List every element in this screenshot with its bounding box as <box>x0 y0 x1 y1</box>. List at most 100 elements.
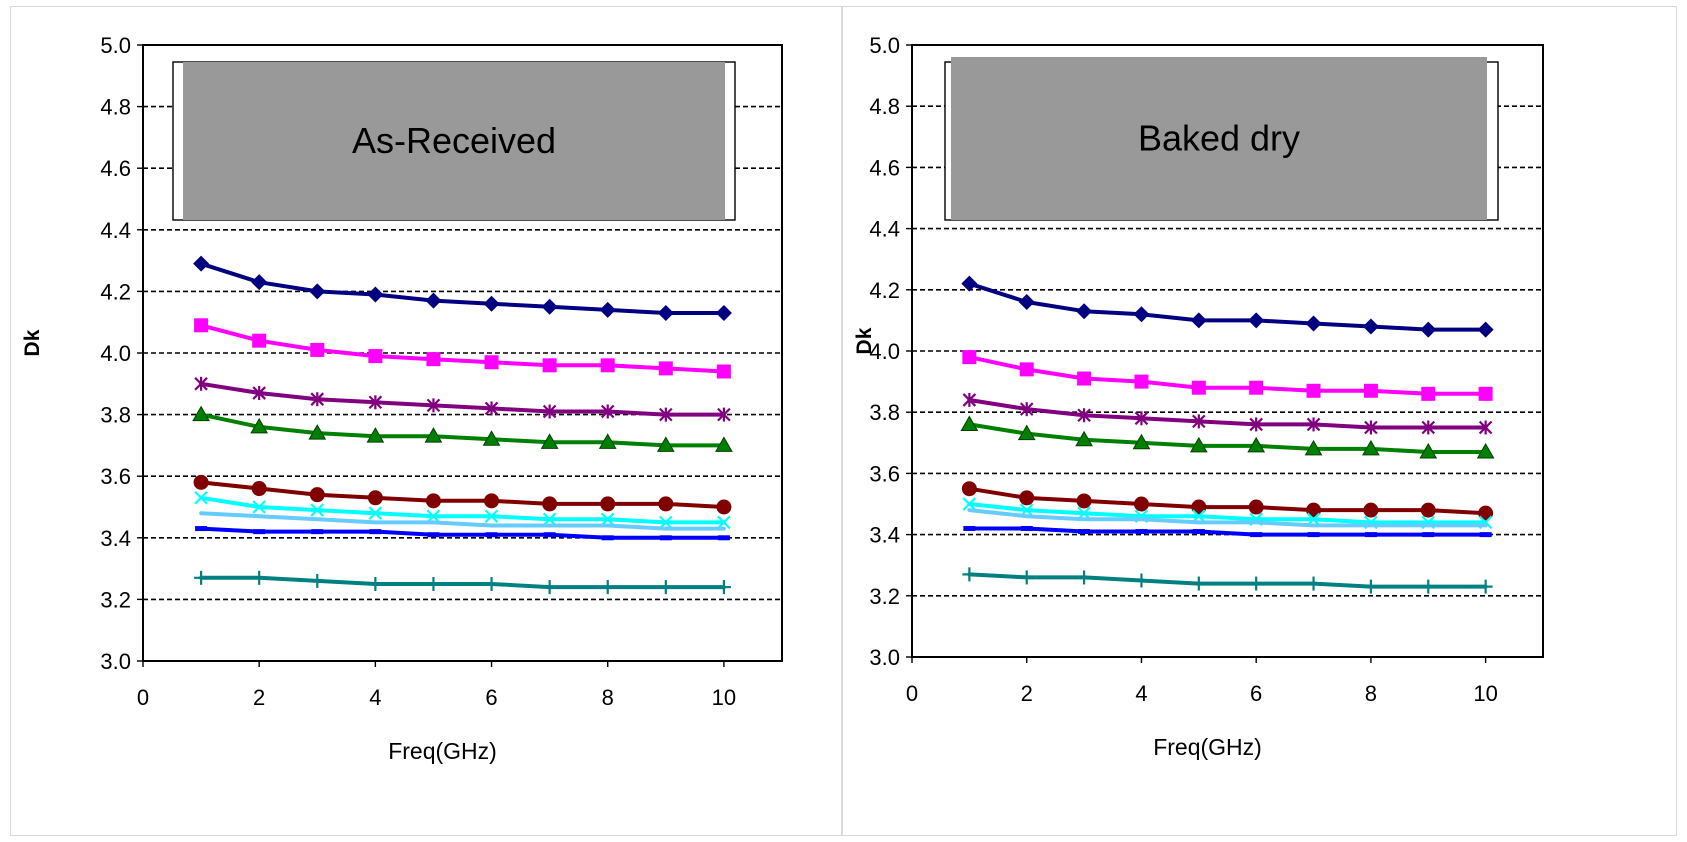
y-tick-label: 4.2 <box>100 279 131 304</box>
data-point <box>484 577 499 591</box>
data-point <box>542 404 557 419</box>
data-point <box>367 286 384 303</box>
data-point <box>1364 420 1378 435</box>
data-point <box>1019 362 1034 377</box>
x-tick-label: 0 <box>137 685 149 710</box>
x-tick-label: 6 <box>1250 681 1262 706</box>
data-point <box>251 274 268 291</box>
plot-area <box>911 44 1544 658</box>
data-point <box>368 395 383 410</box>
series-line <box>967 526 1488 537</box>
data-point <box>1362 439 1380 456</box>
y-axis-label: Dk <box>853 327 876 354</box>
y-tick-label: 3.8 <box>869 400 900 425</box>
data-point <box>1249 576 1264 591</box>
data-point <box>424 427 443 443</box>
data-point <box>1420 321 1437 338</box>
data-point <box>541 298 558 315</box>
data-point <box>1477 321 1494 338</box>
data-point <box>598 433 617 449</box>
chart-panel-as-received: 3.0 3.2 3.4 3.6 3.8 4.0 4.2 4.4 4.6 4.8 5.0 0 2 4 6 8 10… <box>10 6 842 836</box>
data-point <box>962 567 977 582</box>
title-box <box>183 62 725 220</box>
data-point <box>1306 383 1321 398</box>
series-line <box>199 495 726 525</box>
data-point <box>1077 371 1092 386</box>
chart-panel-baked-dry: 3.0 3.2 3.4 3.6 3.8 4.0 4.2 4.4 4.6 4.8 5.0 0 2 4 6 8 10… <box>842 6 1677 836</box>
data-point <box>310 573 325 588</box>
series-line <box>967 486 1488 516</box>
series-line <box>199 511 726 531</box>
series-line <box>967 398 1488 430</box>
data-point <box>1192 414 1206 429</box>
data-point <box>1478 505 1494 521</box>
data-point <box>717 407 731 422</box>
data-point <box>659 407 673 422</box>
data-point <box>1249 417 1263 432</box>
y-tick-label: 4.8 <box>869 94 900 119</box>
data-point <box>656 436 675 452</box>
series-line <box>199 526 726 540</box>
data-point <box>192 405 210 422</box>
data-point <box>658 361 673 376</box>
chart-title: Baked dry <box>1138 118 1300 159</box>
data-point <box>1478 579 1493 594</box>
data-point <box>1134 573 1149 588</box>
data-point <box>1306 576 1321 591</box>
data-point <box>484 401 499 416</box>
data-point <box>1133 306 1150 323</box>
data-point <box>1191 380 1206 395</box>
data-point <box>658 496 674 512</box>
data-point <box>1363 502 1379 518</box>
data-point <box>542 358 557 373</box>
data-point <box>1421 386 1436 401</box>
series-line <box>967 422 1488 454</box>
data-point <box>600 358 615 373</box>
data-point <box>1190 312 1207 329</box>
y-tick-label: 3.4 <box>869 523 900 548</box>
data-point <box>309 283 326 300</box>
data-point <box>310 392 325 407</box>
data-point <box>1248 312 1265 329</box>
data-point <box>484 493 500 509</box>
y-tick-label: 3.8 <box>100 403 131 428</box>
y-tick-label: 4.0 <box>869 339 900 364</box>
data-point <box>194 376 208 391</box>
x-axis-label: Freq(GHz) <box>388 738 497 764</box>
y-tick-label: 4.0 <box>100 341 131 366</box>
data-point <box>1362 318 1379 335</box>
data-point <box>483 295 500 312</box>
series-line <box>199 480 726 509</box>
data-point <box>1363 579 1378 594</box>
data-point <box>309 487 325 503</box>
data-point <box>1189 436 1208 453</box>
data-point <box>252 570 267 585</box>
data-point <box>540 433 559 449</box>
y-tick-label: 5.0 <box>100 33 131 58</box>
data-point <box>1306 502 1322 518</box>
data-point <box>1249 380 1264 395</box>
data-point <box>717 515 731 530</box>
series-line <box>199 575 726 590</box>
data-point <box>1077 408 1091 423</box>
data-point <box>600 496 616 512</box>
data-point <box>194 318 209 333</box>
data-point <box>251 481 267 497</box>
data-point <box>962 392 977 407</box>
data-point <box>542 496 558 512</box>
data-point <box>1247 436 1266 453</box>
x-tick-label: 2 <box>1021 681 1033 706</box>
data-point <box>366 427 385 443</box>
data-point <box>715 304 732 321</box>
data-point <box>1478 386 1493 401</box>
data-point <box>368 506 383 520</box>
y-tick-label: 4.6 <box>100 156 131 181</box>
data-point <box>1304 439 1323 456</box>
y-tick-label: 3.6 <box>869 461 900 486</box>
y-tick-label: 4.2 <box>869 278 900 303</box>
y-tick-label: 3.4 <box>100 526 131 551</box>
data-point <box>1076 303 1093 320</box>
data-point <box>1191 576 1206 591</box>
data-point <box>1019 490 1035 506</box>
data-point <box>962 350 977 365</box>
